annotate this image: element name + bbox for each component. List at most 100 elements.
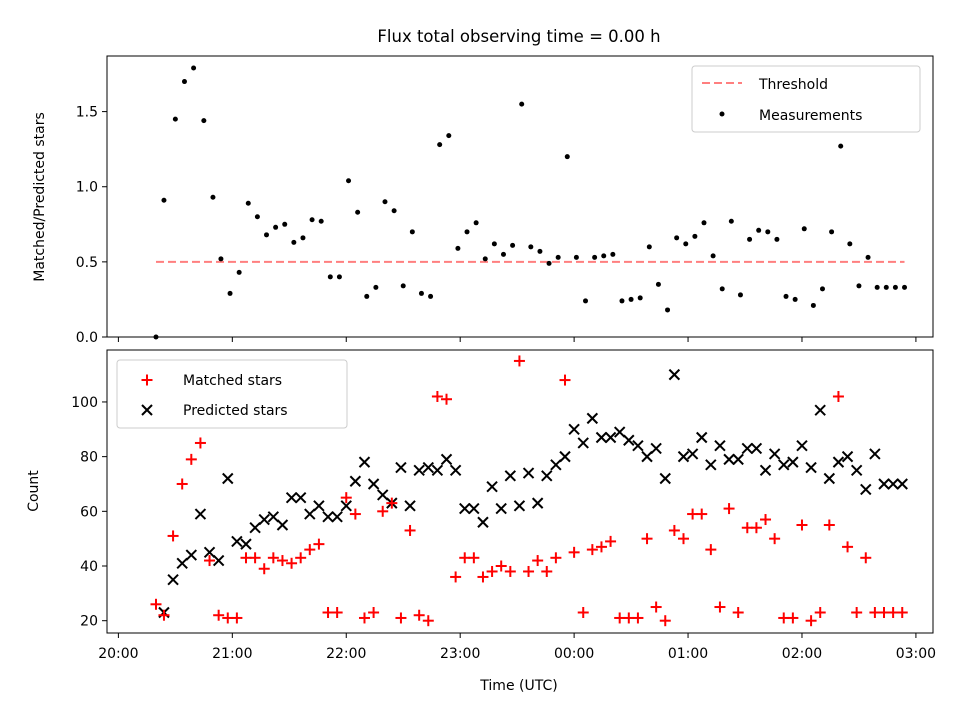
predicted-point [231,535,243,548]
measurement-point [546,260,552,266]
predicted-point [832,456,845,468]
matched-point [832,390,844,402]
predicted-point [404,500,416,512]
predicted-point [176,557,188,569]
measurement-point [838,143,844,149]
predicted-point [413,464,425,477]
measurement-point [564,154,570,160]
predicted-point [850,464,863,477]
predicted-point [267,511,280,523]
predicted-point [705,459,717,471]
matched-point [176,478,188,490]
measurement-point [692,233,698,239]
measurement-point [774,236,780,242]
measurement-point [227,290,233,296]
matched-point [532,555,544,567]
matched-point [696,508,708,520]
measurement-point [318,218,324,224]
predicted-point [759,464,772,477]
measurement-point [355,209,361,215]
measurement-point [519,101,525,107]
predicted-point [313,500,325,512]
matched-point [204,555,216,567]
predicted-point [212,554,225,567]
matched-point [714,601,726,613]
measurement-point [856,283,862,289]
predicted-point [541,470,553,482]
measurement-points [153,65,908,340]
predicted-point [550,459,562,471]
bottom-y-tick-label: 60 [80,504,98,520]
measurement-point [573,254,579,260]
predicted-point [577,437,589,449]
figure-title: Flux total observing time = 0.00 h [377,27,660,46]
matched-point [513,355,525,367]
predicted-point [340,500,352,512]
measurement-point [291,239,297,245]
matched-point [486,565,498,577]
predicted-point [686,448,699,460]
predicted-point [659,472,671,485]
predicted-point [750,442,763,455]
predicted-point [632,439,644,452]
matched-point [641,533,653,545]
measurement-point [282,221,288,227]
matched-point [386,497,398,509]
predicted-point [823,472,836,485]
measurement-point [300,235,306,241]
predicted-point [495,502,507,515]
measurement-point [819,286,825,292]
matched-point [842,541,854,553]
measurement-point [264,232,270,238]
measurement-point [273,224,279,230]
measurement-point [756,227,762,233]
predicted-point [422,461,434,474]
measurement-point [210,194,216,200]
measurement-point [172,116,178,122]
bottom-axes-frame [106,349,934,634]
matched-point [504,565,516,577]
measurement-point [491,241,497,247]
matched-point [450,571,462,583]
measurement-point [446,133,452,139]
matched-point [550,552,562,564]
predicted-point [522,467,535,479]
legend-predicted-swatch [141,404,153,416]
predicted-point [276,519,289,531]
predicted-point [568,423,580,436]
predicted-point [814,404,826,416]
measurement-point [201,118,207,124]
x-tick-label: 20:00 [98,646,138,662]
top-y-ticks: 0.0 0.5 1.0 1.5 [76,105,107,346]
predicted-point [586,412,599,425]
predicted-point [468,502,480,515]
matched-point [787,612,799,624]
measurement-point [373,284,379,290]
predicted-point [222,472,234,485]
measurement-point [236,269,242,275]
predicted-point [377,489,389,501]
predicted-point [367,478,380,490]
measurement-point [765,229,771,235]
measurement-point [391,208,397,214]
predicted-point [477,516,489,528]
predicted-point [768,448,781,460]
measurement-point [610,251,616,257]
matched-point [541,565,553,577]
predicted-point [240,538,252,550]
x-tick-label: 21:00 [212,646,252,662]
predicted-points [158,368,908,619]
top-y-tick-label: 1.0 [76,180,98,196]
x-tick-label: 01:00 [668,646,708,662]
measurement-point [601,253,607,259]
predicted-point [604,431,617,444]
measurement-point [464,229,470,235]
predicted-point [331,511,343,523]
bottom-y-tick-label: 80 [80,450,98,466]
measurement-point [637,295,643,301]
matched-point [150,598,162,610]
bottom-ylabel: Count [26,470,42,512]
predicted-point [741,442,753,455]
measurement-point [892,284,898,290]
